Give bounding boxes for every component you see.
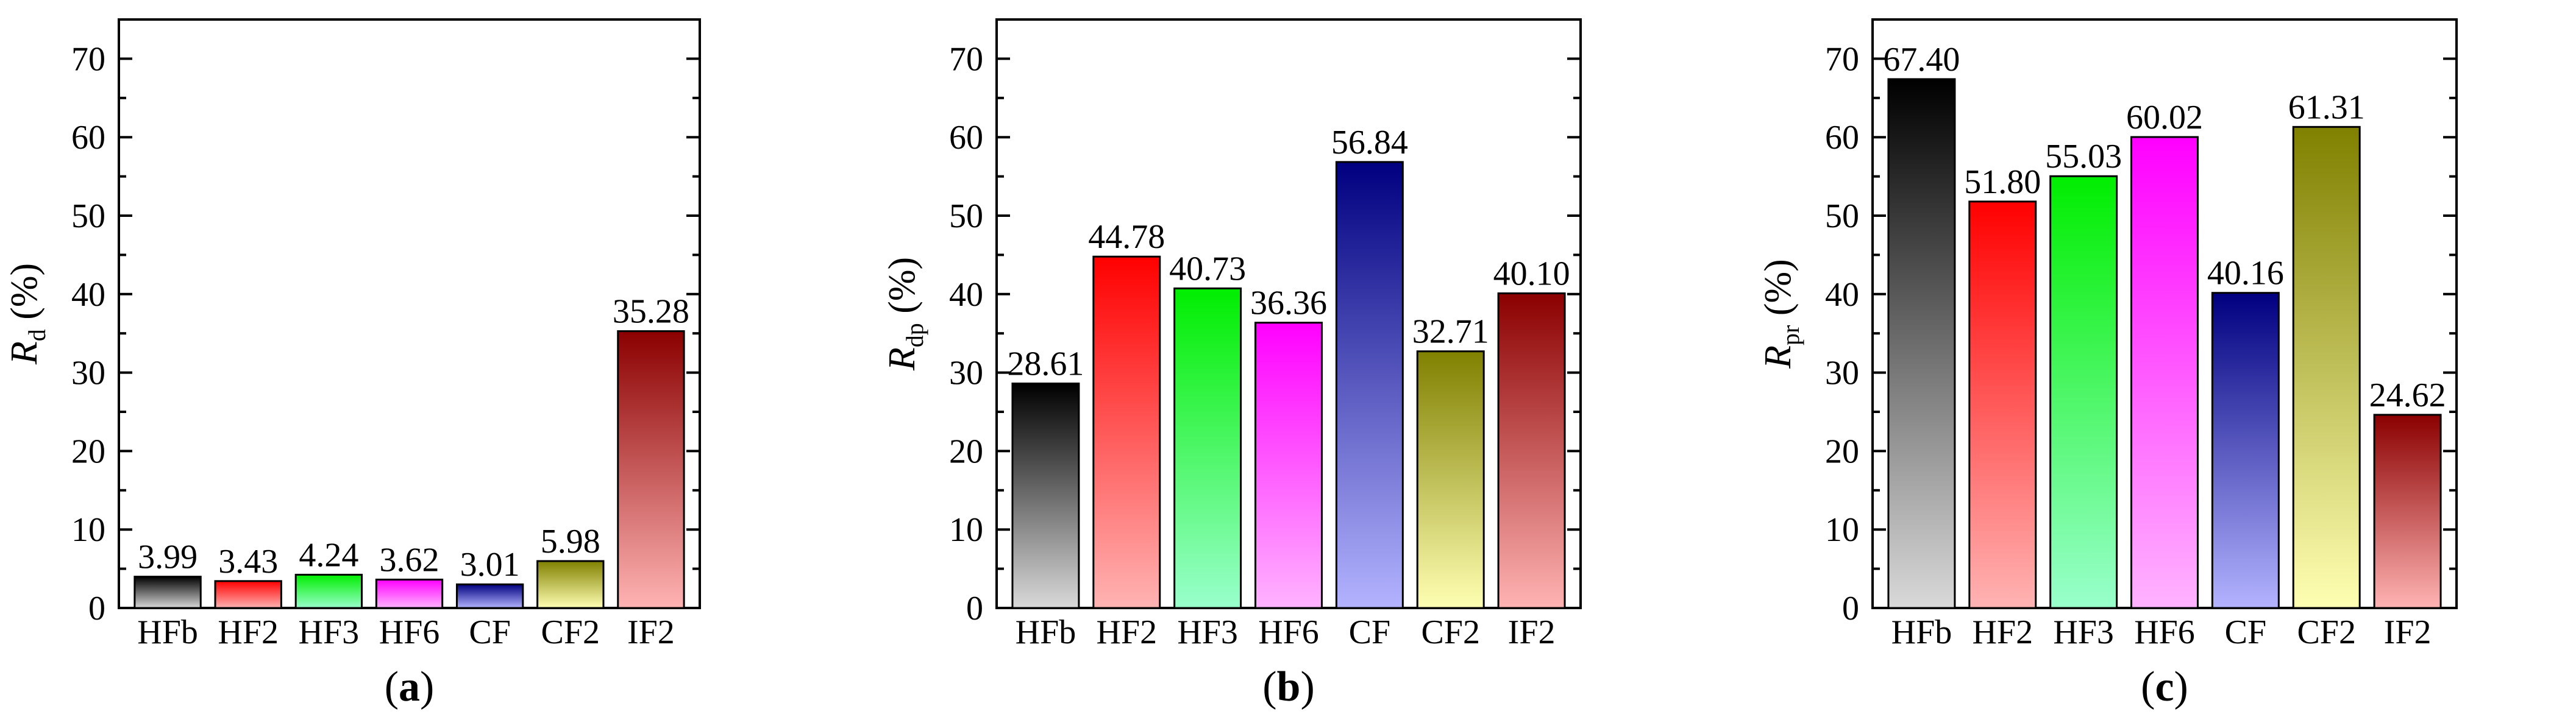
y-tick-label: 70 xyxy=(949,40,983,78)
y-tick-label: 20 xyxy=(949,433,983,470)
data-label: 3.99 xyxy=(138,539,197,576)
x-tick-label: CF xyxy=(469,613,511,651)
bar-hf3 xyxy=(2049,175,2118,609)
x-tick-label: HF3 xyxy=(2053,613,2114,651)
y-axis-title: Rd (%) xyxy=(4,263,51,365)
chart-panel-a: 0 10 20 30 40 50 60 70 3.99 HFb 3.43 HF2 4.24 HF3 3.62… xyxy=(4,18,701,710)
data-label: 3.62 xyxy=(380,541,439,579)
bar-hfb xyxy=(133,576,202,609)
data-label: 56.84 xyxy=(1331,124,1408,161)
bar-cf xyxy=(2211,292,2280,609)
y-tick-label: 70 xyxy=(71,40,105,78)
y-tick-label: 0 xyxy=(88,590,105,627)
bar-cf2 xyxy=(536,560,605,609)
y-tick-label: 70 xyxy=(1825,40,1859,78)
x-tick-label: HF3 xyxy=(1177,613,1238,651)
data-label: 32.71 xyxy=(1412,313,1489,351)
bar-hf6 xyxy=(375,578,444,609)
bar-hf2 xyxy=(214,580,282,609)
x-tick-label: HF3 xyxy=(299,613,360,651)
y-tick-label: 50 xyxy=(949,197,983,235)
x-tick-label: HF6 xyxy=(1258,613,1319,651)
y-tick-label: 10 xyxy=(1825,511,1859,549)
bar-hf6 xyxy=(2130,136,2199,609)
y-tick-label: 50 xyxy=(1825,197,1859,235)
x-tick-label: CF2 xyxy=(541,613,600,651)
x-tick-label: CF2 xyxy=(1421,613,1480,651)
data-label: 60.02 xyxy=(2126,99,2203,136)
x-tick-label: IF2 xyxy=(627,613,675,651)
x-tick-label: HFb xyxy=(1891,613,1952,651)
panel-label: (a) xyxy=(385,663,435,710)
y-tick-label: 40 xyxy=(1825,276,1859,314)
panel-label: (c) xyxy=(2141,663,2188,710)
x-tick-label: HFb xyxy=(137,613,198,651)
bar-if2 xyxy=(1497,292,1566,609)
y-tick-label: 30 xyxy=(949,355,983,392)
data-label: 51.80 xyxy=(1964,163,2041,201)
x-tick-label: HF6 xyxy=(2134,613,2195,651)
bar-hfb xyxy=(1011,383,1080,609)
y-tick-label: 0 xyxy=(1842,590,1859,627)
y-tick-label: 0 xyxy=(966,590,983,627)
data-label: 40.10 xyxy=(1493,255,1570,293)
data-label: 3.01 xyxy=(460,546,520,584)
x-tick-label: CF xyxy=(2225,613,2267,651)
bar-hf6 xyxy=(1254,322,1323,609)
x-tick-label: HF2 xyxy=(218,613,279,651)
bar-hf2 xyxy=(1092,255,1161,609)
y-tick-label: 50 xyxy=(71,197,105,235)
y-tick-label: 30 xyxy=(71,355,105,392)
y-axis-title: Rpr (%) xyxy=(1757,259,1804,369)
bar-if2 xyxy=(2373,414,2442,609)
data-label: 35.28 xyxy=(613,293,689,331)
bar-if2 xyxy=(617,330,685,609)
data-label: 36.36 xyxy=(1250,284,1327,322)
x-tick-label: IF2 xyxy=(1508,613,1556,651)
data-label: 55.03 xyxy=(2045,138,2122,175)
y-tick-label: 20 xyxy=(1825,433,1859,470)
y-tick-label: 30 xyxy=(1825,355,1859,392)
y-tick-label: 40 xyxy=(71,276,105,314)
x-tick-label: CF2 xyxy=(2297,613,2356,651)
y-tick-label: 20 xyxy=(71,433,105,470)
panel-label: (b) xyxy=(1262,663,1315,710)
y-tick-label: 60 xyxy=(949,119,983,157)
bar-cf2 xyxy=(1416,350,1485,609)
data-label: 28.61 xyxy=(1007,345,1084,383)
data-label: 67.40 xyxy=(1883,41,1960,79)
y-axis-title: Rdp (%) xyxy=(881,257,928,371)
bar-hf3 xyxy=(294,573,363,609)
x-tick-label: HF2 xyxy=(1096,613,1157,651)
y-tick-label: 10 xyxy=(949,511,983,549)
bar-cf xyxy=(455,583,524,609)
data-label: 40.73 xyxy=(1169,250,1246,288)
y-tick-label: 60 xyxy=(1825,119,1859,157)
y-tick-label: 10 xyxy=(71,511,105,549)
data-label: 40.16 xyxy=(2207,255,2284,292)
bar-cf xyxy=(1335,161,1404,609)
data-label: 44.78 xyxy=(1088,218,1165,256)
x-tick-label: HF6 xyxy=(379,613,440,651)
data-label: 5.98 xyxy=(541,523,600,560)
x-tick-label: HFb xyxy=(1016,613,1076,651)
chart-panel-b: 0 10 20 30 40 50 60 70 28.61 HFb 44.78 HF2 40.73 HF3 3… xyxy=(881,18,1582,710)
data-label: 61.31 xyxy=(2288,88,2365,126)
y-tick-label: 40 xyxy=(949,276,983,314)
data-label: 3.43 xyxy=(218,543,278,581)
bar-hf3 xyxy=(1173,287,1242,609)
bar-hfb xyxy=(1887,78,1956,609)
chart-panel-c: 0 10 20 30 40 50 60 70 67.40 HFb 51.80 HF2 55.03 HF3 6… xyxy=(1757,18,2458,710)
data-label: 24.62 xyxy=(2369,376,2446,414)
data-label: 4.24 xyxy=(299,536,358,574)
bar-hf2 xyxy=(1968,200,2037,609)
x-tick-label: CF xyxy=(1349,613,1391,651)
x-tick-label: HF2 xyxy=(1972,613,2033,651)
y-tick-label: 60 xyxy=(71,119,105,157)
x-tick-label: IF2 xyxy=(2384,613,2432,651)
bar-cf2 xyxy=(2292,125,2361,609)
